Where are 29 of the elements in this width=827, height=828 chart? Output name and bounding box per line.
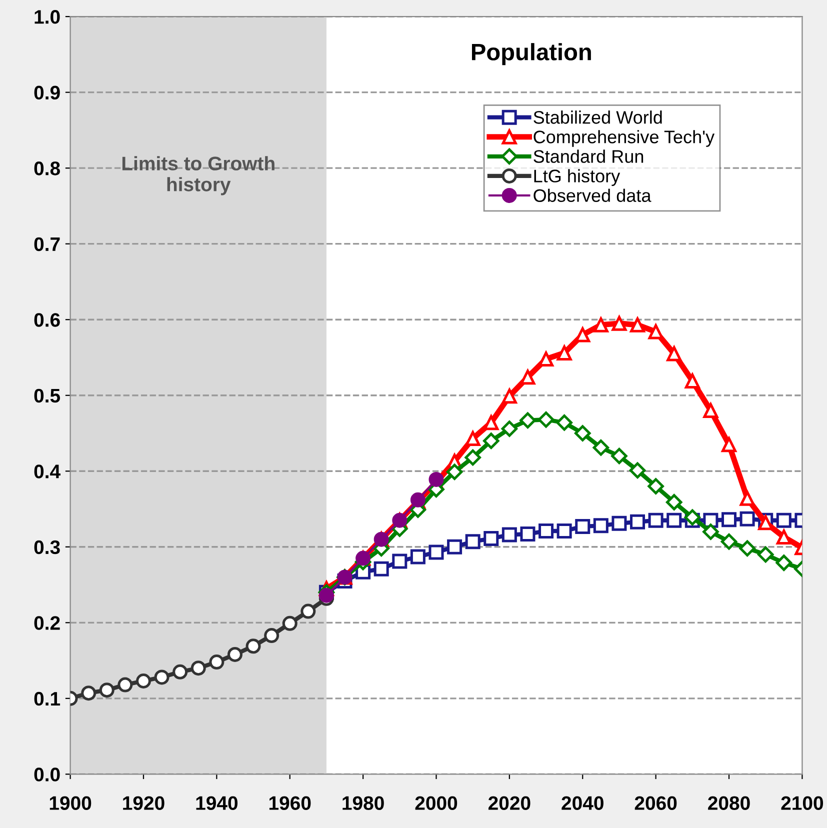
x-tick-label: 1940 [196, 796, 238, 810]
y-tick-label: 0.7 [34, 237, 60, 252]
y-tick-label: 0.2 [34, 616, 60, 630]
y-tick-label: 0.0 [34, 768, 60, 782]
y-tick-label: 0.9 [34, 86, 60, 100]
text: Population [472, 43, 591, 66]
x-tick-label: 2060 [634, 796, 677, 810]
legend-label: Comprehensive Tech'y [534, 130, 715, 147]
y-tick-label: 0.4 [34, 464, 60, 478]
legend-label: LtG history [534, 169, 620, 186]
y-tick-label: 0.8 [34, 162, 60, 176]
x-tick-label: 2040 [562, 796, 604, 810]
x-tick-label: 2100 [781, 796, 824, 810]
x-tick-label: 1960 [269, 796, 311, 810]
y-tick-label: 0.3 [34, 540, 60, 554]
y-tick-label: 0.5 [34, 388, 60, 403]
legend-label: Observed data [534, 188, 652, 202]
x-tick-label: 1980 [342, 796, 384, 810]
x-tick-label: 2020 [488, 796, 530, 810]
y-tick-label: 0.1 [34, 692, 60, 706]
x-tick-label: 1920 [123, 796, 164, 810]
legend-label: Stabilized World [534, 110, 662, 124]
legend-label: Standard Run [534, 150, 644, 163]
band-label: Limits to Growth history [122, 156, 274, 196]
y-tick-label: 1.0 [34, 10, 60, 24]
x-tick-label: 2000 [415, 796, 458, 810]
x-tick-label: 2080 [708, 796, 750, 810]
y-tick-label: 0.6 [34, 313, 60, 327]
x-tick-label: 1900 [50, 796, 92, 810]
